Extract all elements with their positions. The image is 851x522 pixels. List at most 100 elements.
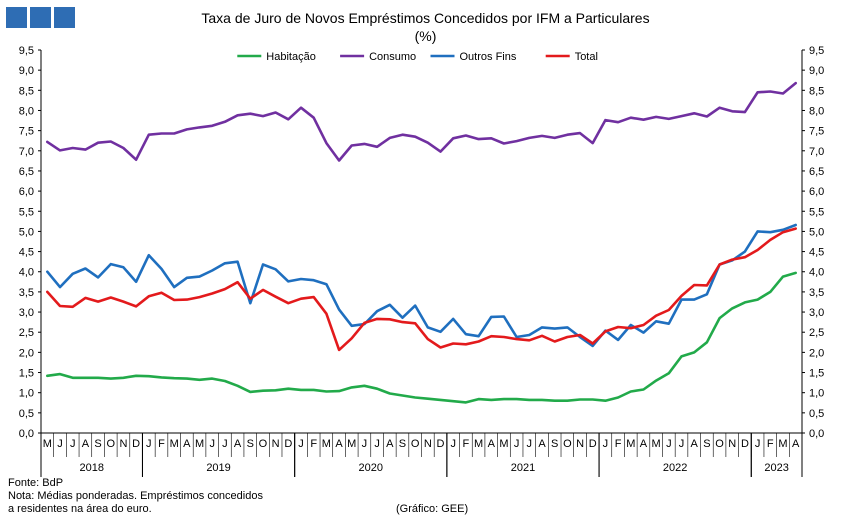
x-month-label: A: [691, 438, 699, 450]
y-tick-label-right: 8,0: [809, 105, 824, 117]
chart-title: Taxa de Juro de Novos Empréstimos Conced…: [0, 9, 851, 45]
series-line-outros-fins: [45, 223, 798, 348]
x-month-label: J: [222, 438, 228, 450]
logo-square: [54, 7, 75, 28]
x-month-label: F: [463, 438, 470, 450]
y-tick-label-left: 3,0: [19, 307, 34, 319]
x-month-label: S: [399, 438, 406, 450]
y-tick-label-left: 0,0: [19, 428, 34, 440]
source-text: Fonte: BdP: [8, 477, 64, 489]
x-month-label: A: [640, 438, 648, 450]
x-month-label: N: [272, 438, 280, 450]
x-month-label: S: [551, 438, 558, 450]
x-month-label: O: [715, 438, 724, 450]
x-month-label: D: [284, 438, 292, 450]
x-month-label: J: [146, 438, 152, 450]
x-month-label: J: [209, 438, 215, 450]
y-tick-label-left: 3,5: [19, 287, 34, 299]
y-tick-label-right: 4,0: [809, 267, 824, 279]
x-month-label: F: [310, 438, 317, 450]
x-month-label: N: [576, 438, 584, 450]
x-month-label: M: [43, 438, 52, 450]
legend-label: Total: [575, 51, 598, 63]
y-tick-label-right: 5,0: [809, 226, 824, 238]
x-year-label: 2021: [511, 462, 535, 474]
series-line-total: [45, 227, 798, 352]
x-month-label: F: [158, 438, 165, 450]
x-year-label: 2019: [206, 462, 230, 474]
legend-label: Habitação: [266, 51, 316, 63]
legend-label: Consumo: [369, 51, 416, 63]
y-tick-label-left: 2,5: [19, 327, 34, 339]
y-tick-label-left: 6,0: [19, 186, 34, 198]
x-month-label: N: [119, 438, 127, 450]
x-month-label: J: [679, 438, 685, 450]
y-tick-label-left: 4,5: [19, 247, 34, 259]
y-tick-label-right: 6,0: [809, 186, 824, 198]
gee-logo: [6, 7, 75, 28]
x-month-label: D: [741, 438, 749, 450]
x-month-label: A: [234, 438, 242, 450]
x-month-label: F: [615, 438, 622, 450]
x-month-label: M: [322, 438, 331, 450]
x-month-label: D: [437, 438, 445, 450]
x-month-label: O: [106, 438, 115, 450]
y-tick-label-right: 3,0: [809, 307, 824, 319]
x-month-label: M: [652, 438, 661, 450]
y-tick-label-right: 1,0: [809, 388, 824, 400]
y-tick-label-right: 2,5: [809, 327, 824, 339]
x-month-label: D: [132, 438, 140, 450]
x-month-label: M: [778, 438, 787, 450]
y-tick-label-right: 7,5: [809, 126, 824, 138]
x-month-label: A: [183, 438, 191, 450]
y-tick-label-left: 0,5: [19, 408, 34, 420]
x-month-label: A: [792, 438, 800, 450]
x-month-label: J: [57, 438, 63, 450]
x-year-label: 2023: [764, 462, 788, 474]
legend-label: Outros Fins: [460, 51, 517, 63]
y-tick-label-right: 9,5: [809, 45, 824, 57]
x-year-label: 2022: [663, 462, 687, 474]
y-tick-label-left: 5,5: [19, 206, 34, 218]
series-line-habitacao: [45, 271, 798, 404]
y-tick-label-left: 1,0: [19, 388, 34, 400]
x-month-label: S: [247, 438, 254, 450]
y-tick-label-left: 9,5: [19, 45, 34, 57]
y-tick-label-right: 3,5: [809, 287, 824, 299]
x-month-label: J: [374, 438, 380, 450]
x-month-label: F: [767, 438, 774, 450]
y-tick-label-left: 1,5: [19, 368, 34, 380]
x-month-label: J: [755, 438, 761, 450]
x-month-label: O: [411, 438, 420, 450]
x-month-label: J: [362, 438, 368, 450]
y-tick-label-left: 7,5: [19, 126, 34, 138]
x-year-label: 2018: [79, 462, 103, 474]
x-month-label: J: [514, 438, 520, 450]
y-tick-label-right: 1,5: [809, 368, 824, 380]
y-tick-label-left: 7,0: [19, 146, 34, 158]
y-tick-label-right: 7,0: [809, 146, 824, 158]
x-month-label: M: [170, 438, 179, 450]
y-tick-label-left: 5,0: [19, 226, 34, 238]
y-tick-label-left: 6,5: [19, 166, 34, 178]
x-month-label: O: [563, 438, 572, 450]
note-line-1: Nota: Médias ponderadas. Empréstimos con…: [8, 490, 263, 502]
y-tick-label-right: 8,5: [809, 85, 824, 97]
y-tick-label-right: 0,5: [809, 408, 824, 420]
y-tick-label-right: 0,0: [809, 428, 824, 440]
x-month-label: M: [626, 438, 635, 450]
y-tick-label-right: 6,5: [809, 166, 824, 178]
x-month-label: S: [703, 438, 710, 450]
chart-title-line1: Taxa de Juro de Novos Empréstimos Conced…: [201, 10, 650, 26]
logo-square: [6, 7, 27, 28]
y-tick-label-left: 4,0: [19, 267, 34, 279]
y-tick-label-right: 4,5: [809, 247, 824, 259]
x-month-label: N: [424, 438, 432, 450]
x-month-label: A: [335, 438, 343, 450]
x-month-label: S: [94, 438, 101, 450]
y-tick-label-right: 2,0: [809, 347, 824, 359]
y-tick-label-right: 5,5: [809, 206, 824, 218]
series-line-consumo: [45, 81, 798, 162]
y-tick-label-right: 9,0: [809, 65, 824, 77]
